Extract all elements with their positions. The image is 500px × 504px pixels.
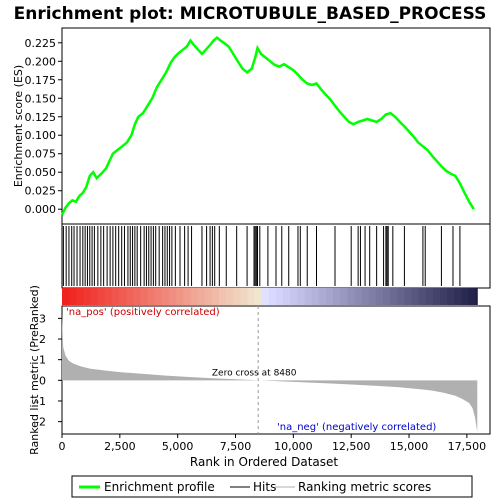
x-tick-label: 15,000 — [390, 440, 429, 453]
color-bar-segment — [176, 288, 184, 305]
color-bar-segment — [340, 288, 348, 305]
es-y-tick-label: 0.200 — [25, 55, 57, 68]
color-bar-segment — [447, 288, 455, 305]
x-tick-label: 17,500 — [448, 440, 487, 453]
color-bar-segment — [290, 288, 298, 305]
color-bar-segment — [140, 288, 148, 305]
color-bar-segment — [69, 288, 77, 305]
color-bar-segment — [169, 288, 177, 305]
es-y-axis: 0.000 0.025 0.050 0.075 0.100 0.125 0.150 0.175… — [25, 37, 63, 216]
x-tick-label: 7,500 — [220, 440, 252, 453]
color-bar-segment — [312, 288, 320, 305]
color-bar-segment — [148, 288, 156, 305]
color-bar-segment — [62, 288, 70, 305]
es-y-tick-label: 0.150 — [25, 92, 57, 105]
es-y-tick-label: 0.000 — [25, 203, 57, 216]
es-y-tick-label: 0.175 — [25, 74, 57, 87]
rank-color-bar — [62, 288, 478, 305]
color-bar-segment — [419, 288, 427, 305]
color-bar-segment — [155, 288, 163, 305]
color-bar-segment — [255, 288, 263, 305]
es-y-tick-label: 0.125 — [25, 111, 57, 124]
color-bar-segment — [76, 288, 84, 305]
color-bar-segment — [240, 288, 248, 305]
positive-correlation-label: 'na_pos' (positively correlated) — [66, 307, 220, 318]
color-bar-segment — [476, 288, 478, 305]
color-bar-segment — [212, 288, 220, 305]
color-bar-segment — [305, 288, 313, 305]
color-bar-segment — [219, 288, 227, 305]
x-tick-label: 2,500 — [104, 440, 136, 453]
color-bar-segment — [404, 288, 412, 305]
color-bar-segment — [262, 288, 270, 305]
color-bar-segment — [362, 288, 370, 305]
color-bar-segment — [98, 288, 106, 305]
color-bar-segment — [354, 288, 362, 305]
color-bar-segment — [469, 288, 477, 305]
color-bar-segment — [105, 288, 113, 305]
x-tick-label: 10,000 — [274, 440, 313, 453]
color-bar-segment — [397, 288, 405, 305]
color-bar-segment — [390, 288, 398, 305]
color-bar-segment — [283, 288, 291, 305]
zero-cross-label: Zero cross at 8480 — [212, 368, 297, 378]
color-bar-segment — [319, 288, 327, 305]
legend-label-profile: Enrichment profile — [104, 480, 215, 494]
legend-label-metric: Ranking metric scores — [298, 480, 431, 494]
color-bar-segment — [369, 288, 377, 305]
rank-x-axis: 0 2,500 5,000 7,500 10,000 12,500 15,000 17,500 — [59, 434, 487, 453]
es-y-tick-label: 0.100 — [25, 129, 57, 142]
color-bar-segment — [426, 288, 434, 305]
color-bar-segment — [269, 288, 277, 305]
es-panel-frame — [62, 28, 490, 224]
color-bar-segment — [276, 288, 284, 305]
x-axis-label: Rank in Ordered Dataset — [190, 455, 338, 469]
color-bar-segment — [233, 288, 241, 305]
x-tick-label: 5,000 — [162, 440, 194, 453]
color-bar-segment — [83, 288, 91, 305]
legend-item-ranking-metric: Ranking metric scores — [275, 480, 431, 494]
x-tick-label: 0 — [59, 440, 66, 453]
color-bar-segment — [383, 288, 391, 305]
negative-correlation-label: 'na_neg' (negatively correlated) — [277, 422, 436, 433]
es-y-tick-label: 0.225 — [25, 37, 57, 50]
color-bar-segment — [183, 288, 191, 305]
color-bar-segment — [126, 288, 134, 305]
color-bar-segment — [440, 288, 448, 305]
es-y-tick-label: 0.050 — [25, 166, 57, 179]
color-bar-segment — [326, 288, 334, 305]
es-y-tick-label: 0.075 — [25, 148, 57, 161]
color-bar-segment — [454, 288, 462, 305]
color-bar-segment — [133, 288, 141, 305]
metric-y-axis-label: Ranked list metric (PreRanked) — [28, 285, 41, 455]
color-bar-segment — [297, 288, 305, 305]
color-bar-segment — [226, 288, 234, 305]
color-bar-segment — [247, 288, 255, 305]
color-bar-segment — [190, 288, 198, 305]
color-bar-segment — [119, 288, 127, 305]
color-bar-segment — [112, 288, 120, 305]
color-bar-segment — [376, 288, 384, 305]
x-tick-label: 12,500 — [332, 440, 371, 453]
color-bar-segment — [205, 288, 213, 305]
color-bar-segment — [347, 288, 355, 305]
chart-title: Enrichment plot: MICROTUBULE_BASED_PROCE… — [14, 4, 487, 24]
color-bar-segment — [198, 288, 206, 305]
color-bar-segment — [333, 288, 341, 305]
color-bar-segment — [461, 288, 469, 305]
es-y-tick-label: 0.025 — [25, 185, 57, 198]
legend-label-hits: Hits — [253, 480, 276, 494]
color-bar-segment — [433, 288, 441, 305]
color-bar-segment — [412, 288, 420, 305]
color-bar-segment — [162, 288, 170, 305]
color-bar-segment — [91, 288, 99, 305]
es-y-axis-label: Enrichment score (ES) — [12, 65, 25, 187]
